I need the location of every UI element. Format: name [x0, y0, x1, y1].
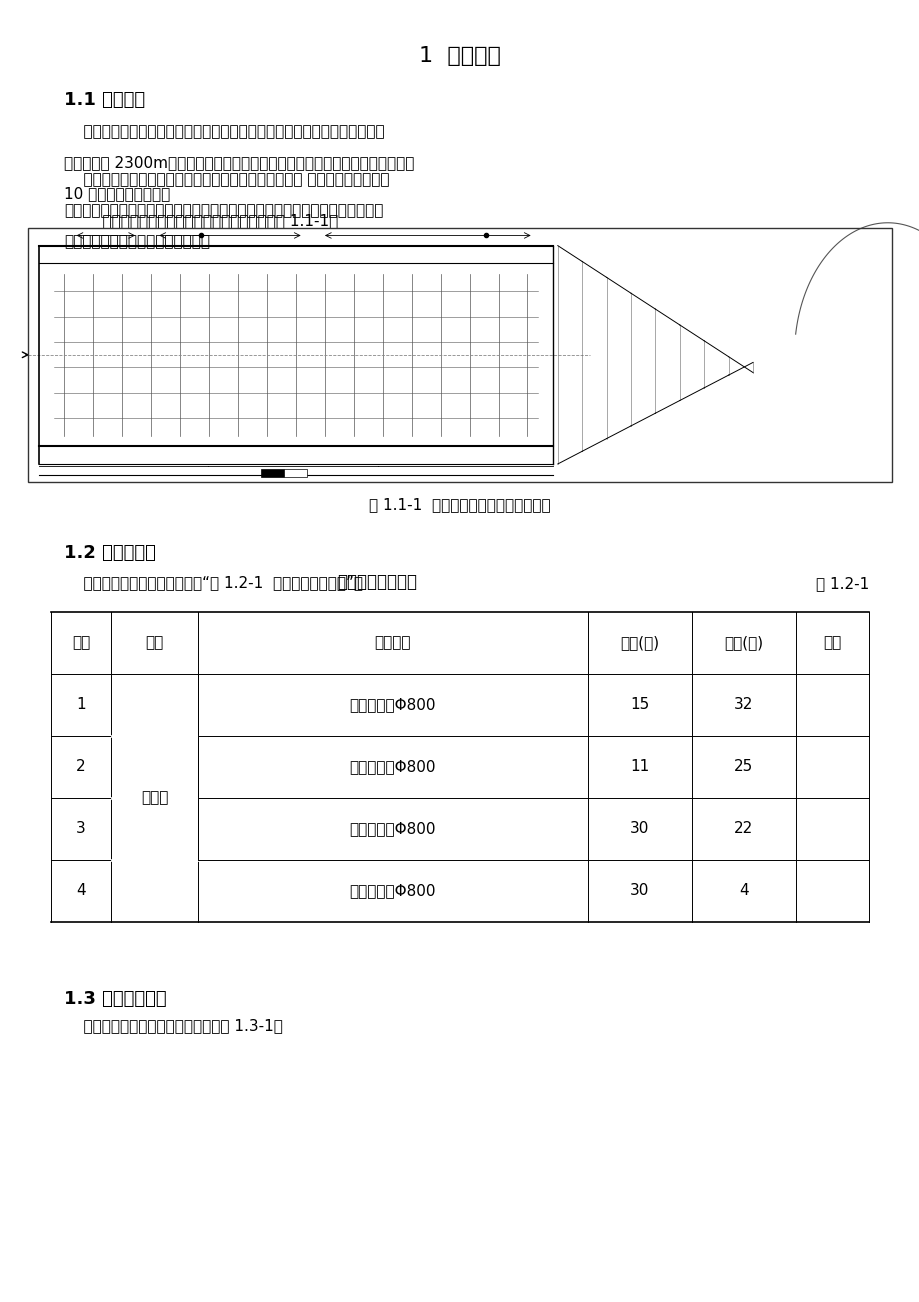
Text: 30: 30 [630, 883, 649, 898]
Text: 数量(根): 数量(根) [723, 635, 763, 651]
Text: 10 万吨级浮船坑之间。: 10 万吨级浮船坑之间。 [64, 186, 170, 202]
Text: 表 1.2-1: 表 1.2-1 [815, 575, 868, 591]
Text: 1: 1 [76, 698, 85, 712]
Text: 30: 30 [630, 822, 649, 836]
Bar [261, 469, 284, 477]
Text: 本工程位于整个船坑的下游侧，为船坑东护岸的基础， 施工项目为钒孔灸注: 本工程位于整个船坑的下游侧，为船坑东护岸的基础， 施工项目为钒孔灸注 [64, 172, 390, 187]
Text: 东护岸: 东护岸 [141, 790, 168, 806]
Text: 11: 11 [630, 759, 649, 775]
Text: 东护岸桶基工程主要工程量见“表 1.2-1  主要工程量汇总表”。: 东护岸桶基工程主要工程量见“表 1.2-1 主要工程量汇总表”。 [64, 575, 363, 591]
Bar [284, 469, 307, 477]
Text: 主要工程量汇总表: 主要工程量汇总表 [337, 573, 416, 591]
Text: 32: 32 [733, 698, 753, 712]
Text: 设计修改后的东护岸钒孔灸注桶平面位置见图 1.1-1：: 设计修改后的东护岸钒孔灸注桶平面位置见图 1.1-1： [83, 214, 337, 229]
Text: 1.2 主要工程量: 1.2 主要工程量 [64, 544, 156, 562]
Text: 本阶段施工主要使用的施工机械见表 1.3-1。: 本阶段施工主要使用的施工机械见表 1.3-1。 [64, 1018, 283, 1034]
Bar [28, 228, 891, 482]
Text: 岸线总长约 2300m，本船坑工程位于厂区岸线的中部，介于上游三号码头和下游: 岸线总长约 2300m，本船坑工程位于厂区岸线的中部，介于上游三号码头和下游 [64, 155, 414, 171]
Bar [28, 228, 891, 482]
Text: 15: 15 [630, 698, 649, 712]
Text: 22: 22 [733, 822, 753, 836]
Text: 图 1.1-1  东护岸钒孔灸注桶平面位置图: 图 1.1-1 东护岸钒孔灸注桶平面位置图 [369, 497, 550, 513]
Text: 钒孔灸注桶Φ800: 钒孔灸注桶Φ800 [349, 883, 436, 898]
Text: 钒孔灸注桶Φ800: 钒孔灸注桶Φ800 [349, 822, 436, 836]
Text: 4: 4 [76, 883, 85, 898]
Text: 备注: 备注 [823, 635, 841, 651]
Text: 4: 4 [738, 883, 748, 898]
Text: 钒孔灸注桶Φ800: 钒孔灸注桶Φ800 [349, 698, 436, 712]
Text: 序号: 序号 [72, 635, 90, 651]
Text: 钒孔灸注桶Φ800: 钒孔灸注桶Φ800 [349, 759, 436, 775]
Text: 项目名称: 项目名称 [374, 635, 411, 651]
Text: 桶长(米): 桶长(米) [619, 635, 659, 651]
Bar [51, 612, 868, 922]
Text: 3: 3 [76, 822, 85, 836]
Text: 上海华润大东船务工程有限公司位于上海市崇明县城桥镇的沿江地段，厂区: 上海华润大东船务工程有限公司位于上海市崇明县城桥镇的沿江地段，厂区 [64, 124, 385, 139]
Text: 1  工程综述: 1 工程综述 [419, 46, 500, 65]
Text: 桶，钒孔灸注桶分两种，一种是在水上施工，需先搐设平台，然后施工；另一种: 桶，钒孔灸注桶分两种，一种是在水上施工，需先搐设平台，然后施工；另一种 [64, 203, 383, 219]
Text: 部位: 部位 [145, 635, 164, 651]
Text: 1.3 拟投入的设备: 1.3 拟投入的设备 [64, 990, 167, 1008]
Text: 2: 2 [76, 759, 85, 775]
Text: 为陆上施工，采用较常规施工工艺。: 为陆上施工，采用较常规施工工艺。 [64, 234, 210, 250]
Text: 25: 25 [733, 759, 753, 775]
Text: 1.1 工程概况: 1.1 工程概况 [64, 91, 145, 109]
